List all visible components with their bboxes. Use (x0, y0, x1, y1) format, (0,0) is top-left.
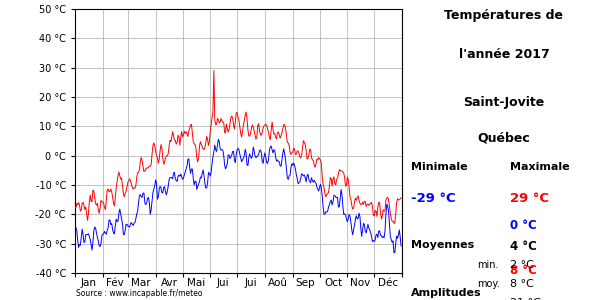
Text: moy.: moy. (477, 279, 500, 289)
Text: 0 °C: 0 °C (510, 219, 537, 232)
Text: 29 °C: 29 °C (510, 192, 549, 205)
Text: max.: max. (477, 298, 501, 300)
Text: Amplitudes: Amplitudes (411, 288, 482, 298)
Text: Source : www.incapable.fr/meteo: Source : www.incapable.fr/meteo (76, 290, 203, 298)
Text: 2 °C: 2 °C (510, 260, 534, 269)
Text: Québec: Québec (478, 132, 530, 145)
Text: Saint-Jovite: Saint-Jovite (463, 96, 545, 109)
Text: Moyennes: Moyennes (411, 240, 474, 250)
Text: -29 °C: -29 °C (411, 192, 455, 205)
Text: 4 °C: 4 °C (510, 240, 537, 253)
Text: min.: min. (477, 260, 499, 269)
Text: Maximale: Maximale (510, 162, 569, 172)
Text: Températures de: Températures de (445, 9, 563, 22)
Text: 8 °C: 8 °C (510, 264, 537, 277)
Text: 8 °C: 8 °C (510, 279, 534, 289)
Text: 21 °C: 21 °C (510, 298, 541, 300)
Text: Minimale: Minimale (411, 162, 467, 172)
Text: l'année 2017: l'année 2017 (458, 48, 550, 61)
